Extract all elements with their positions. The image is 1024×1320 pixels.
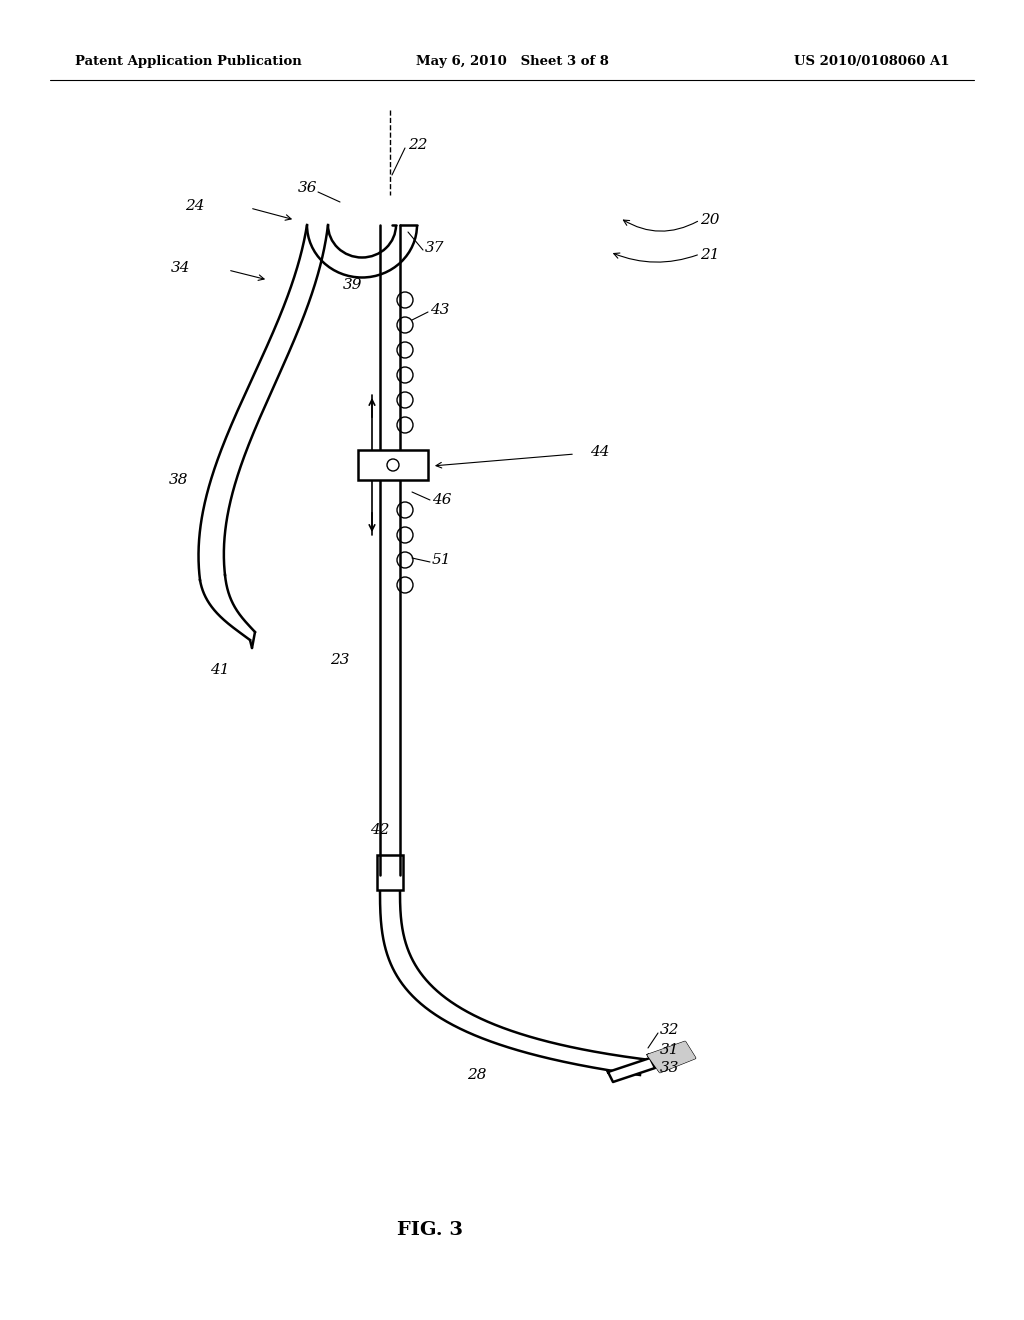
- Polygon shape: [648, 1041, 695, 1072]
- Text: Patent Application Publication: Patent Application Publication: [75, 55, 302, 69]
- Bar: [358, 450, 428, 480]
- Text: 36: 36: [298, 181, 317, 195]
- Text: 21: 21: [700, 248, 720, 261]
- Text: 37: 37: [425, 242, 444, 255]
- Text: 51: 51: [432, 553, 452, 568]
- Text: FIG. 3: FIG. 3: [397, 1221, 463, 1239]
- Text: 38: 38: [169, 473, 188, 487]
- Text: 43: 43: [430, 304, 450, 317]
- Polygon shape: [608, 1059, 655, 1082]
- Text: 41: 41: [210, 663, 229, 677]
- Text: US 2010/0108060 A1: US 2010/0108060 A1: [795, 55, 950, 69]
- Text: 44: 44: [590, 445, 609, 459]
- Text: 32: 32: [660, 1023, 680, 1038]
- Text: 34: 34: [171, 261, 190, 275]
- Text: 20: 20: [700, 213, 720, 227]
- Bar: [377, 855, 403, 890]
- Text: 42: 42: [370, 822, 389, 837]
- Text: 23: 23: [330, 653, 349, 667]
- Text: May 6, 2010   Sheet 3 of 8: May 6, 2010 Sheet 3 of 8: [416, 55, 608, 69]
- Text: 39: 39: [343, 279, 362, 292]
- Text: 22: 22: [408, 139, 427, 152]
- Text: 24: 24: [185, 199, 205, 213]
- Text: 28: 28: [467, 1068, 486, 1082]
- Text: 31: 31: [660, 1043, 680, 1057]
- Text: 46: 46: [432, 492, 452, 507]
- Text: 33: 33: [660, 1061, 680, 1074]
